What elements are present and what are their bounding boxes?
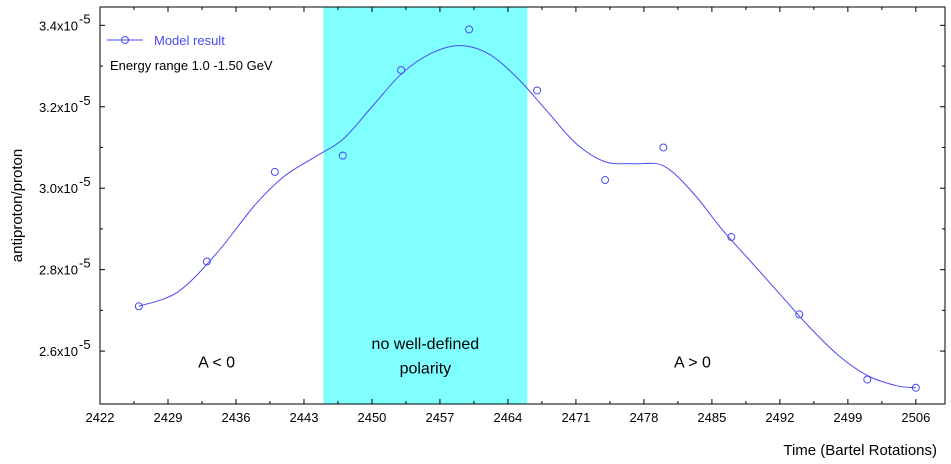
- x-tick-label: 2499: [833, 410, 862, 425]
- x-axis-title: Time (Bartel Rotations): [783, 442, 937, 459]
- y-tick-labels: 2.6x10 -52.8x10 -53.0x10 -53.2x10 -53.4x10 -5: [39, 11, 91, 359]
- x-tick-labels: 2422 2429 2436 2443 2450 2457 2464 2471 2478 2485…: [86, 410, 931, 425]
- data-point: [727, 233, 736, 242]
- region-label: polarity: [400, 360, 452, 377]
- data-point: [601, 176, 610, 185]
- data-point: [533, 86, 542, 95]
- data-point: [397, 66, 406, 75]
- x-tick-label: 2450: [357, 410, 386, 425]
- data-point: [863, 375, 872, 384]
- x-tick-label: 2429: [154, 410, 183, 425]
- y-axis-title: antiproton/proton: [9, 149, 26, 262]
- y-tick-exponent: -5: [79, 256, 91, 271]
- data-point: [911, 383, 920, 392]
- x-tick-label: 2457: [425, 410, 454, 425]
- region-labels: A < 0 no well-defined polarity A > 0: [198, 336, 711, 377]
- y-tick-exponent: -5: [79, 337, 91, 352]
- y-tick-label: 2.8x10: [39, 263, 78, 278]
- y-tick-label: 3.2x10: [39, 100, 78, 115]
- data-point: [465, 25, 474, 34]
- y-tick-exponent: -5: [79, 174, 91, 189]
- region-label: A > 0: [674, 354, 711, 371]
- x-tick-label: 2436: [222, 410, 251, 425]
- x-tick-label: 2492: [765, 410, 794, 425]
- y-tick-label: 2.6x10: [39, 344, 78, 359]
- x-tick-label: 2478: [629, 410, 658, 425]
- region-label: A < 0: [198, 354, 235, 371]
- legend-marker-swatch: [121, 36, 129, 44]
- data-point: [659, 143, 668, 152]
- data-point: [338, 151, 347, 160]
- data-point: [202, 257, 211, 266]
- y-tick-exponent: -5: [79, 93, 91, 108]
- y-tick-label: 3.4x10: [39, 18, 78, 33]
- plot-frame: [99, 6, 946, 405]
- no-polarity-shaded-region: [323, 7, 528, 404]
- y-tick-exponent: -5: [79, 11, 91, 26]
- data-point: [134, 302, 143, 311]
- x-tick-label: 2485: [697, 410, 726, 425]
- legend-label-model-result: Model result: [154, 33, 225, 48]
- region-label: no well-defined: [372, 336, 480, 353]
- y-tick-label: 3.0x10: [39, 181, 78, 196]
- data-point: [795, 310, 804, 319]
- x-tick-label: 2506: [901, 410, 930, 425]
- x-tick-label: 2422: [86, 410, 115, 425]
- x-tick-label: 2471: [561, 410, 590, 425]
- energy-range-annotation: Energy range 1.0 -1.50 GeV: [110, 58, 273, 73]
- data-point: [270, 167, 279, 176]
- x-tick-label: 2464: [493, 410, 522, 425]
- legend: Model result Energy range 1.0 -1.50 GeV: [107, 33, 273, 73]
- data-markers: [134, 25, 920, 392]
- x-tick-label: 2443: [290, 410, 319, 425]
